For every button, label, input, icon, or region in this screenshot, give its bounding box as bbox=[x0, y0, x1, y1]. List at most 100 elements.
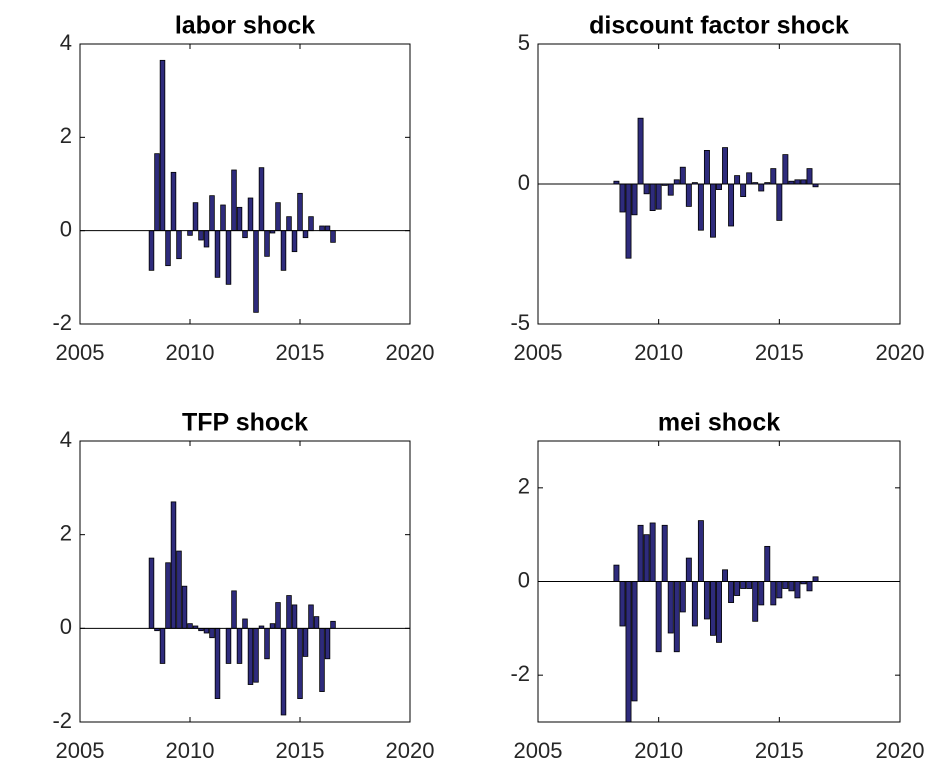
bar bbox=[667, 581, 674, 634]
bar bbox=[655, 581, 662, 653]
bar bbox=[313, 616, 320, 629]
bar bbox=[764, 545, 771, 582]
bar bbox=[187, 623, 193, 629]
bar bbox=[214, 230, 221, 278]
y-tick-label: 4 bbox=[60, 30, 72, 55]
bar bbox=[703, 581, 710, 620]
bar bbox=[661, 524, 668, 582]
y-tick-label: -2 bbox=[52, 310, 72, 335]
bar bbox=[286, 595, 292, 629]
bar bbox=[746, 581, 753, 589]
bar bbox=[181, 585, 188, 629]
bar bbox=[697, 520, 704, 582]
x-tick-label: 2015 bbox=[755, 340, 804, 365]
x-tick-label: 2015 bbox=[755, 738, 804, 763]
axes-box bbox=[79, 43, 411, 325]
bar bbox=[225, 230, 232, 285]
y-tick-label: 0 bbox=[518, 567, 530, 592]
bar bbox=[673, 179, 680, 185]
bar bbox=[758, 581, 765, 606]
bar bbox=[308, 216, 314, 232]
x-tick-label: 2005 bbox=[56, 340, 105, 365]
bar bbox=[170, 171, 177, 232]
x-tick-label: 2020 bbox=[876, 340, 925, 365]
y-tick-label: 2 bbox=[60, 520, 72, 545]
bar bbox=[170, 501, 177, 629]
bar bbox=[236, 206, 243, 232]
bar bbox=[782, 154, 789, 185]
axes-box bbox=[79, 440, 411, 723]
x-tick-label: 2010 bbox=[166, 738, 215, 763]
bar bbox=[776, 183, 783, 221]
bar bbox=[722, 147, 728, 185]
bar bbox=[302, 627, 309, 657]
bar bbox=[643, 534, 650, 582]
bar bbox=[740, 581, 747, 589]
bar bbox=[613, 564, 620, 582]
bar bbox=[148, 230, 155, 271]
x-tick-label: 2010 bbox=[634, 340, 683, 365]
y-tick-label: -5 bbox=[510, 310, 530, 335]
bar bbox=[159, 59, 166, 232]
bar bbox=[231, 590, 237, 629]
chart-title: discount factor shock bbox=[589, 12, 849, 40]
bar bbox=[302, 230, 309, 239]
bar bbox=[728, 581, 735, 603]
bar bbox=[637, 524, 644, 582]
bar bbox=[806, 168, 813, 185]
axes-frame bbox=[80, 441, 410, 722]
y-tick-label: 0 bbox=[518, 170, 530, 195]
bar bbox=[159, 627, 166, 664]
bar bbox=[625, 581, 632, 723]
bar bbox=[691, 581, 698, 627]
x-tick-label: 2020 bbox=[386, 340, 435, 365]
bar bbox=[291, 230, 298, 253]
bar bbox=[643, 183, 650, 195]
bar bbox=[148, 557, 155, 629]
bar bbox=[710, 581, 716, 636]
bar bbox=[716, 581, 722, 643]
bar bbox=[220, 204, 226, 232]
chart-title: mei shock bbox=[658, 409, 780, 437]
bar bbox=[187, 230, 193, 236]
x-tick-label: 2005 bbox=[514, 738, 563, 763]
bar bbox=[722, 569, 728, 582]
bar bbox=[728, 183, 735, 227]
x-tick-label: 2020 bbox=[876, 738, 925, 763]
bar bbox=[214, 627, 221, 699]
bar bbox=[231, 169, 237, 232]
y-tick-label: -2 bbox=[510, 661, 530, 686]
y-tick-label: -2 bbox=[52, 708, 72, 733]
bar bbox=[812, 576, 819, 582]
bar bbox=[297, 192, 303, 232]
bar bbox=[203, 627, 210, 634]
bar bbox=[679, 581, 686, 613]
bar bbox=[637, 117, 644, 185]
bar bbox=[247, 627, 254, 685]
bar bbox=[253, 627, 259, 683]
bar bbox=[165, 562, 171, 629]
bar bbox=[697, 183, 704, 231]
bar bbox=[192, 202, 199, 232]
bar bbox=[703, 149, 710, 185]
bar bbox=[176, 550, 182, 629]
bar bbox=[242, 230, 248, 239]
bar bbox=[297, 627, 303, 699]
bar bbox=[619, 581, 626, 627]
bar bbox=[667, 183, 674, 196]
bar bbox=[770, 168, 777, 185]
bar bbox=[649, 183, 656, 212]
bar bbox=[619, 183, 626, 213]
chart-title: TFP shock bbox=[182, 409, 308, 437]
bar bbox=[324, 627, 331, 660]
bar bbox=[806, 581, 813, 592]
bar bbox=[649, 522, 656, 582]
x-tick-label: 2020 bbox=[386, 738, 435, 763]
bar bbox=[758, 183, 765, 192]
bar bbox=[291, 604, 298, 629]
bar bbox=[198, 230, 204, 241]
bar bbox=[154, 153, 160, 232]
bar bbox=[225, 627, 232, 664]
bar bbox=[685, 183, 692, 207]
bar bbox=[655, 183, 662, 210]
